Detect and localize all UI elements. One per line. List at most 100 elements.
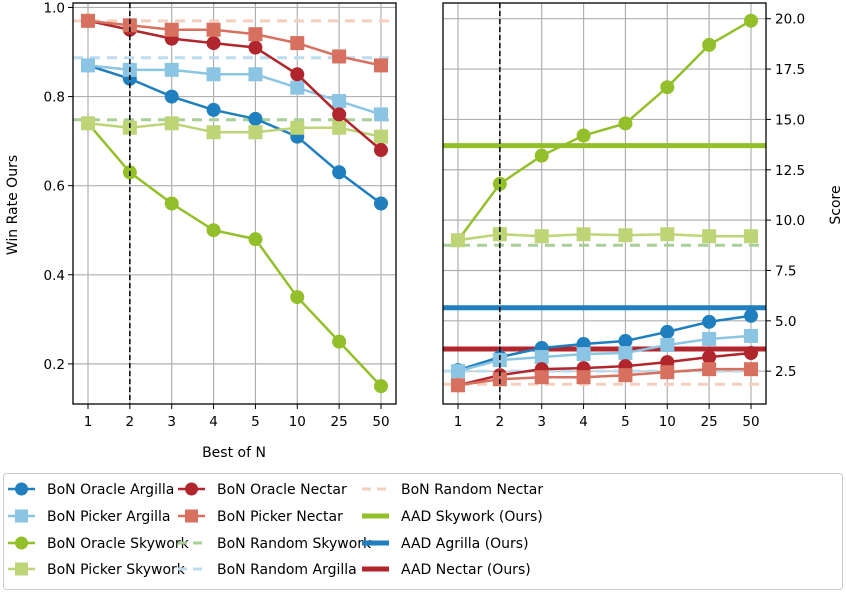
y-tick-label: 10.0	[775, 213, 805, 229]
data-point	[702, 331, 717, 346]
data-point	[660, 80, 675, 95]
legend-label: BoN Picker Nectar	[217, 509, 343, 525]
data-point	[332, 165, 347, 180]
legend-item: BoN Oracle Nectar	[178, 482, 347, 498]
legend-item: AAD Skywork (Ours)	[362, 509, 543, 525]
data-point	[332, 120, 347, 135]
data-point	[618, 228, 633, 243]
data-point	[534, 350, 549, 365]
data-point	[702, 362, 717, 377]
data-point	[618, 368, 633, 383]
right-ylabel: Score	[828, 185, 844, 224]
data-point	[248, 232, 263, 247]
data-point	[290, 290, 305, 305]
left-xlabel: Best of N	[202, 445, 266, 461]
data-point	[451, 378, 465, 393]
data-point	[248, 125, 263, 140]
series-bon-picker-nectar	[81, 13, 388, 73]
data-point	[374, 379, 388, 394]
series-bon-picker-argilla	[81, 58, 388, 122]
legend-item: BoN Random Argilla	[178, 562, 357, 578]
series-bon-oracle-skywork	[81, 116, 388, 394]
data-point	[374, 143, 388, 158]
legend-label: BoN Picker Skywork	[47, 562, 186, 578]
data-point	[164, 89, 179, 104]
data-point	[660, 227, 675, 242]
panel-right: 1 2 3 4 5 10 25 50 2.5 5.0 7.5 10.0 12.5 15.0 17.5 20.0	[442, 2, 805, 430]
legend-label: AAD Agrilla (Ours)	[401, 536, 529, 552]
data-point	[164, 116, 179, 131]
legend-item: BoN Oracle Skywork	[8, 536, 190, 552]
x-tick-label: 10	[659, 414, 676, 430]
legend: BoN Oracle Argilla BoN Picker Argilla BoN …	[3, 473, 843, 590]
series-line	[87, 122, 382, 388]
data-point	[248, 67, 263, 82]
legend-item: AAD Nectar (Ours)	[362, 562, 531, 578]
legend-swatch-marker	[15, 482, 28, 496]
data-point	[492, 227, 507, 242]
data-point	[81, 58, 95, 73]
data-point	[164, 22, 179, 37]
panel-left: 1 2 3 4 5 10 25 50 0.2 0.4 0.6 0.8 1.0	[44, 0, 397, 430]
data-point	[248, 27, 263, 42]
x-tick-label: 25	[701, 414, 718, 430]
data-point	[744, 229, 758, 244]
data-point	[164, 196, 179, 211]
y-tick-label: 0.6	[44, 179, 65, 195]
data-point	[618, 116, 633, 131]
y-tick-label: 2.5	[775, 364, 796, 380]
legend-label: BoN Random Argilla	[217, 562, 357, 578]
legend-frame	[3, 473, 843, 590]
axes-frame	[442, 2, 767, 405]
left-ylabel: Win Rate Ours	[5, 155, 21, 255]
legend-swatch-marker	[15, 562, 28, 576]
x-tick-label: 3	[537, 414, 546, 430]
legend-label: BoN Oracle Skywork	[47, 536, 190, 552]
x-tick-label: 10	[289, 414, 306, 430]
data-point	[618, 346, 633, 361]
legend-swatch-marker	[185, 482, 198, 496]
data-point	[744, 362, 758, 377]
data-point	[81, 116, 95, 131]
data-point	[122, 18, 137, 33]
data-point	[206, 67, 221, 82]
data-point	[451, 233, 465, 248]
data-point	[576, 370, 591, 385]
data-point	[290, 80, 305, 95]
x-tick-label: 2	[496, 414, 505, 430]
data-point	[576, 128, 591, 143]
y-tick-label: 7.5	[775, 263, 796, 279]
data-point	[206, 223, 221, 238]
x-tick-label: 2	[126, 414, 135, 430]
legend-label: AAD Nectar (Ours)	[401, 562, 531, 578]
data-point	[374, 196, 388, 211]
data-point	[248, 111, 263, 126]
y-tick-label: 20.0	[775, 12, 805, 28]
legend-label: BoN Picker Argilla	[47, 509, 170, 525]
data-point	[164, 62, 179, 77]
data-point	[702, 229, 717, 244]
data-point	[534, 148, 549, 163]
plot-area	[443, 3, 766, 404]
data-point	[248, 40, 263, 55]
series-bon-picker-argilla	[451, 328, 758, 379]
data-point	[534, 370, 549, 385]
legend-swatch-marker	[15, 536, 28, 550]
data-point	[660, 337, 675, 352]
legend-item: BoN Random Skywork	[178, 536, 372, 552]
legend-label: AAD Skywork (Ours)	[401, 509, 543, 525]
series-line	[87, 64, 382, 205]
data-point	[744, 346, 758, 361]
data-point	[206, 22, 221, 37]
data-point	[618, 333, 633, 348]
legend-swatch-marker	[185, 509, 198, 523]
data-point	[290, 36, 305, 51]
x-tick-label: 5	[251, 414, 260, 430]
legend-item: BoN Picker Nectar	[178, 509, 343, 525]
data-point	[332, 107, 347, 122]
legend-item: BoN Picker Skywork	[8, 562, 186, 578]
legend-label: BoN Oracle Argilla	[47, 482, 174, 498]
y-tick-label: 0.2	[44, 357, 65, 373]
